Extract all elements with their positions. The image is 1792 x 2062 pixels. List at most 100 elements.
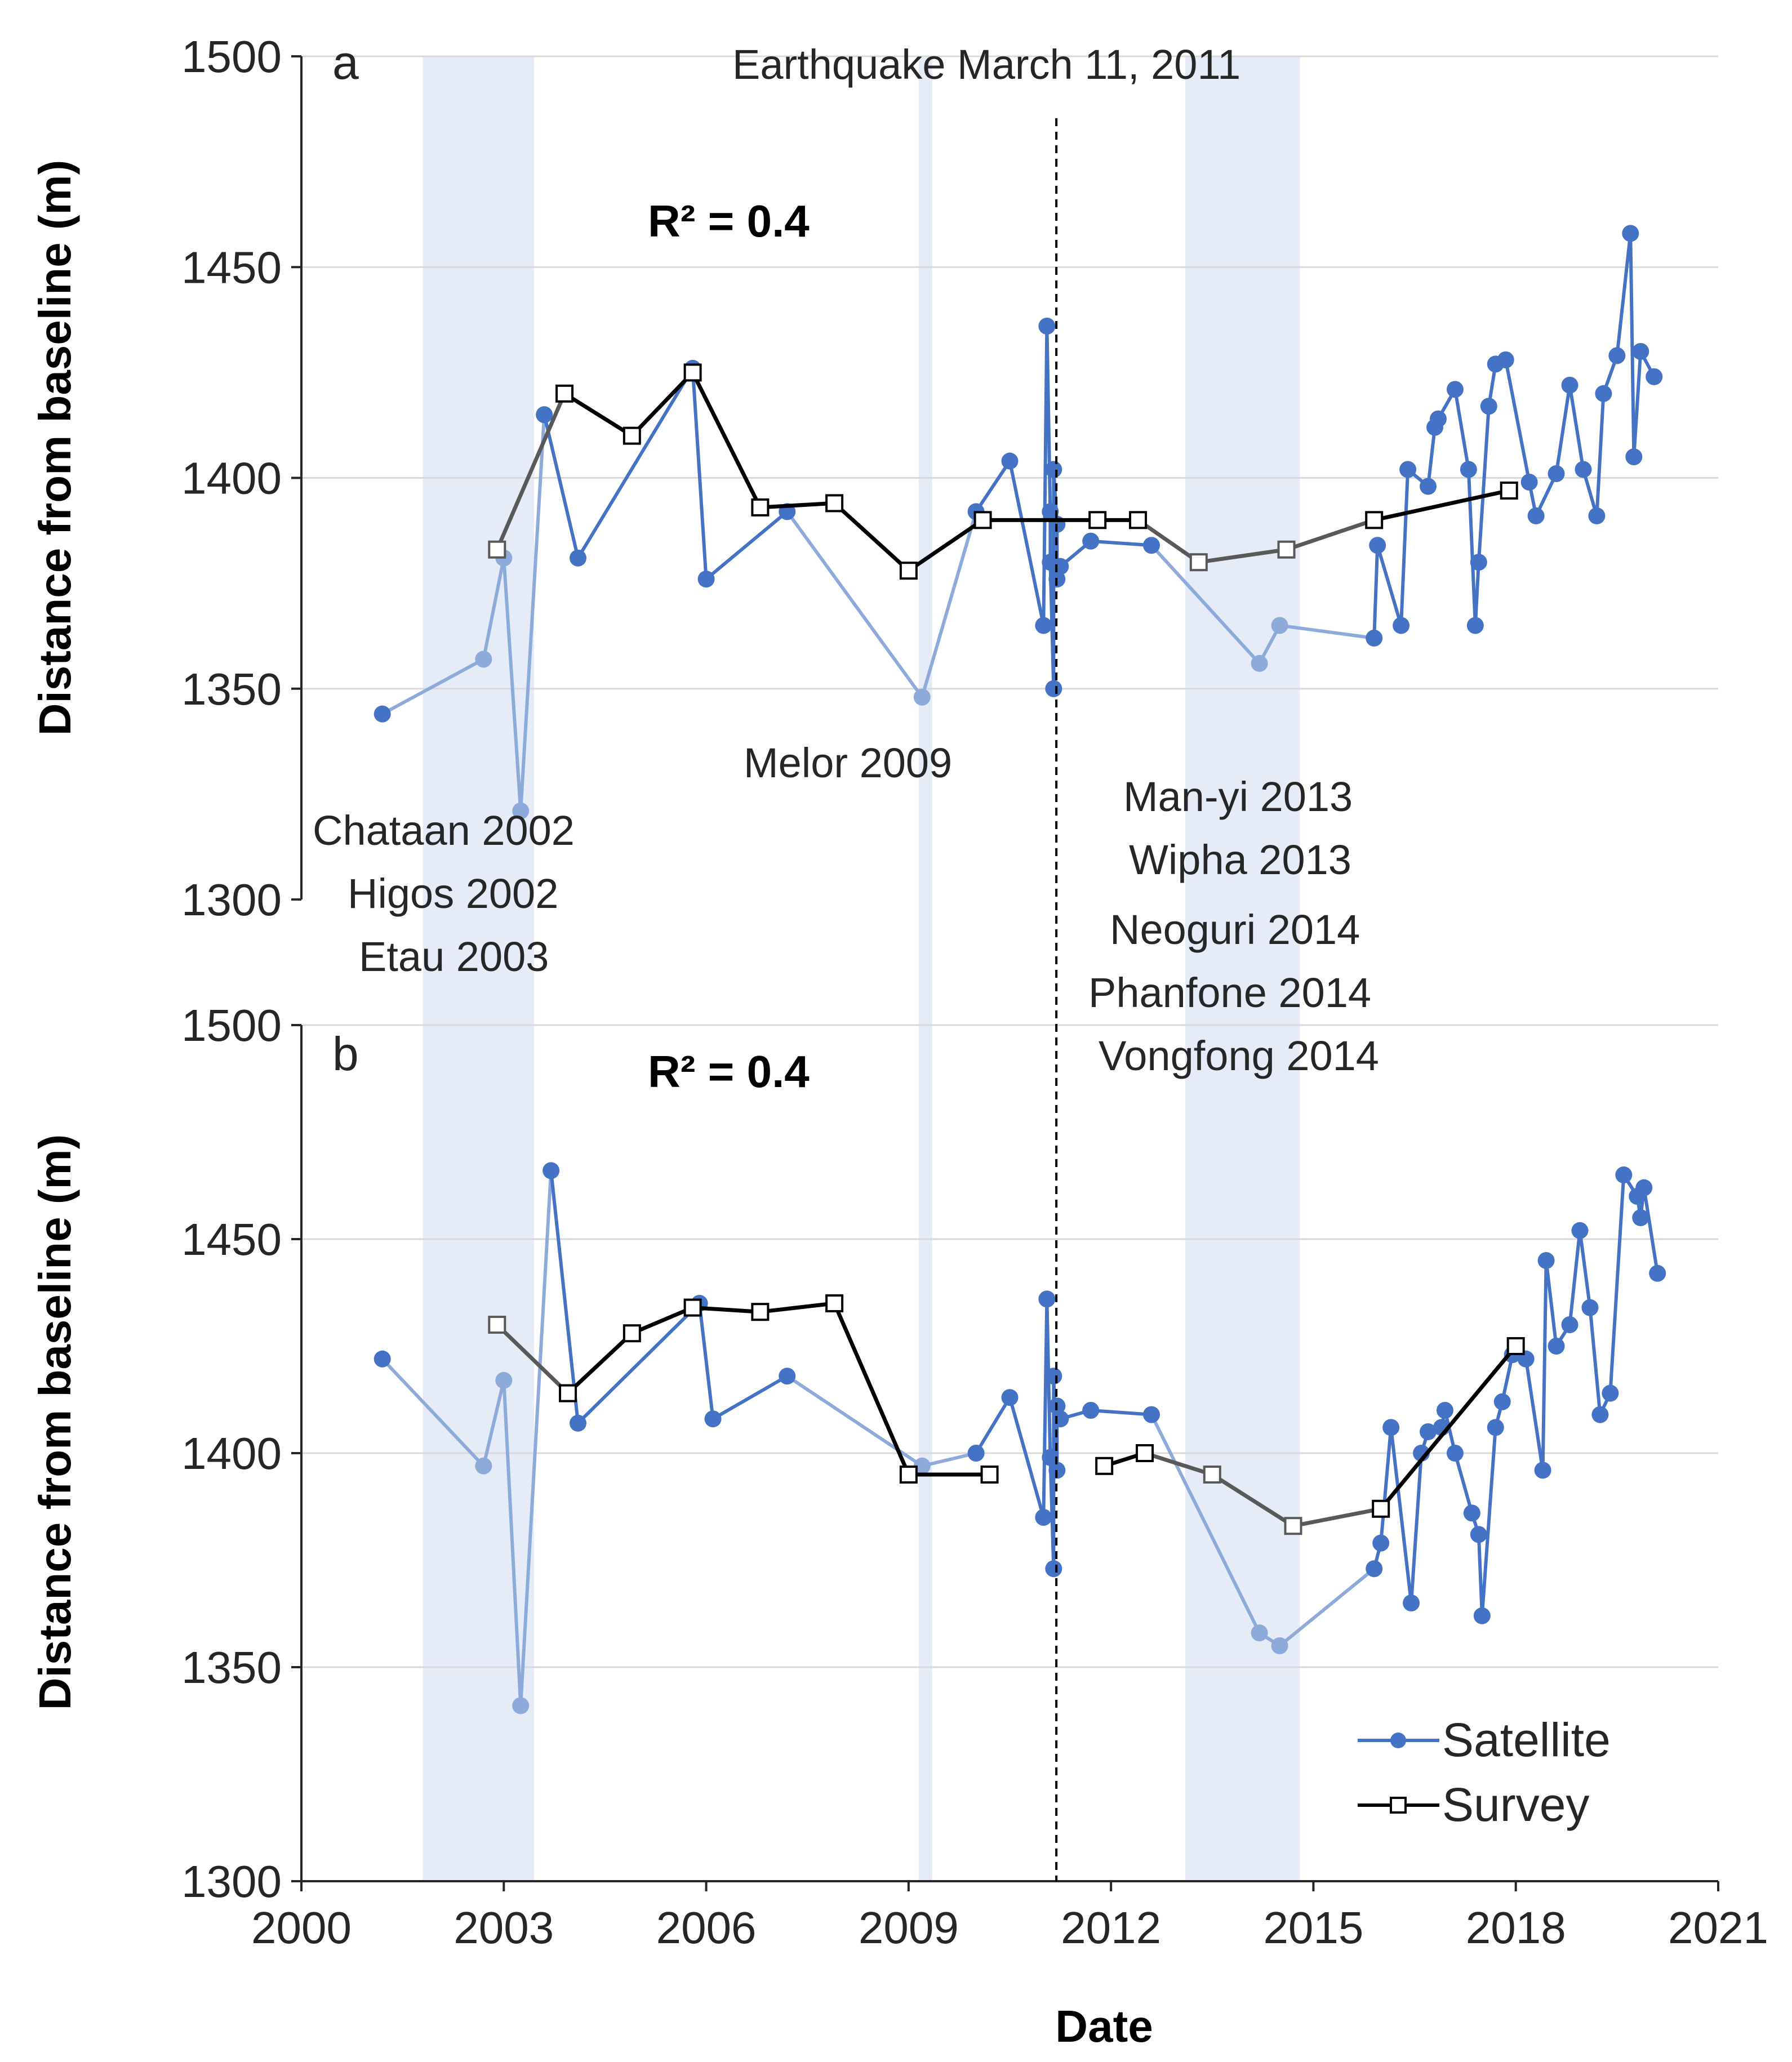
survey-segment — [562, 391, 634, 438]
y-tick-label: 1350 — [181, 1642, 282, 1693]
survey-point — [899, 562, 918, 580]
survey-segment — [630, 1306, 695, 1335]
satellite-point — [1382, 1419, 1400, 1436]
legend-satellite-label: Satellite — [1442, 1713, 1611, 1766]
satellite-point — [570, 549, 587, 567]
satellite-segment — [1409, 1451, 1424, 1605]
y-tick-label: 1400 — [181, 1428, 282, 1478]
survey-segment — [1210, 1472, 1295, 1528]
satellite-segment — [1278, 1567, 1376, 1647]
survey-point — [825, 494, 844, 513]
survey-segment — [1291, 1507, 1383, 1528]
satellite-segment — [482, 556, 506, 661]
satellite-segment — [920, 1451, 978, 1468]
satellite-point — [512, 1697, 530, 1714]
survey-point — [1506, 1337, 1525, 1355]
satellite-point — [913, 1457, 931, 1475]
satellite-point — [1649, 1264, 1666, 1282]
satellite-segment — [1554, 383, 1572, 476]
x-tick-label: 2018 — [1466, 1903, 1566, 1953]
survey-segment — [832, 1301, 911, 1477]
y-tick-label: 1450 — [181, 1214, 282, 1264]
survey-point — [622, 1324, 641, 1343]
axes: 1300 1350 1400 1450 1500 1300 1350 1400 1450 1500… — [181, 32, 1768, 1953]
satellite-point — [495, 1371, 513, 1389]
satellite-segment — [519, 413, 546, 813]
satellite-point — [1625, 448, 1643, 466]
satellite-point — [1369, 537, 1386, 554]
satellite-segment — [549, 1169, 580, 1425]
x-tick-label: 2012 — [1061, 1903, 1161, 1953]
satellite-segment — [1473, 560, 1480, 627]
satellite-point — [779, 1368, 796, 1385]
survey-point — [488, 1316, 506, 1334]
satellite-segment — [1379, 1426, 1393, 1545]
satellite-point — [1473, 1607, 1491, 1624]
satellite-point — [1035, 1509, 1052, 1526]
satellite-segment — [697, 1302, 715, 1421]
satellite-point — [1537, 1252, 1555, 1269]
legend: Satellite Survey — [1358, 1713, 1611, 1831]
x-tick-label: 2003 — [453, 1903, 554, 1953]
survey-point — [683, 363, 702, 382]
satellite-point — [1403, 1595, 1420, 1611]
survey-segment — [495, 391, 567, 552]
survey-point — [555, 384, 574, 403]
satellite-point — [1052, 1410, 1069, 1428]
survey-point — [1136, 1444, 1154, 1462]
satellite-segment — [1399, 467, 1410, 627]
satellite-point — [1635, 1179, 1653, 1196]
survey-point — [973, 511, 992, 529]
satellite-segment — [380, 657, 486, 716]
survey-point — [1129, 511, 1148, 529]
y-tick-label: 1500 — [181, 32, 282, 82]
satellite-point — [967, 1445, 985, 1462]
satellite-segment — [920, 510, 978, 699]
satellite-point — [1632, 1209, 1649, 1226]
satellite-point — [1466, 617, 1484, 634]
survey-segment — [691, 1306, 762, 1314]
satellite-point — [1082, 532, 1100, 550]
survey-point — [1095, 1457, 1114, 1475]
typhoon-label-etau: Etau 2003 — [359, 933, 549, 980]
satellite-point — [1632, 342, 1649, 360]
gridlines — [301, 55, 1718, 1668]
r-squared-b: R² = 0.4 — [648, 1046, 810, 1097]
satellite-point — [1615, 1166, 1633, 1183]
satellite-point — [1038, 1290, 1056, 1308]
satellite-segment — [1480, 1426, 1497, 1618]
satellite-segment — [974, 1396, 1012, 1455]
satellite-point — [1548, 465, 1565, 483]
satellite-segment — [1426, 425, 1437, 488]
survey-segment — [1197, 547, 1289, 564]
satellite-segment — [1578, 1228, 1592, 1310]
panel-a-label: a — [332, 36, 359, 89]
survey-point — [1203, 1466, 1221, 1484]
satellite-point — [1082, 1402, 1100, 1419]
survey-point — [825, 1294, 844, 1312]
satellite-segment — [482, 1378, 506, 1468]
satellite-segment — [1632, 349, 1643, 459]
satellite-segment — [1389, 1426, 1413, 1605]
satellite-point — [1581, 1299, 1599, 1316]
survey-segment — [832, 501, 911, 573]
satellite-point — [1591, 1406, 1609, 1423]
x-axis-title: Date — [1055, 2001, 1153, 2051]
satellite-point — [1372, 1534, 1390, 1552]
satellite-point — [1045, 1560, 1062, 1578]
satellite-point — [1571, 1222, 1589, 1239]
satellite-point — [570, 1414, 587, 1432]
satellite-point — [1251, 1624, 1268, 1642]
satellite-segment — [576, 1302, 701, 1425]
plot-series — [373, 225, 1666, 1714]
survey-segment — [691, 370, 762, 510]
satellite-segment — [1544, 1259, 1558, 1348]
satellite-point — [1393, 617, 1410, 634]
satellite-segment — [1150, 544, 1261, 665]
earthquake-label: Earthquake March 11, 2011 — [732, 41, 1240, 88]
survey-point — [1277, 540, 1296, 559]
satellite-point — [1436, 1402, 1453, 1419]
satellite-point — [1143, 537, 1160, 554]
satellite-point — [1035, 617, 1052, 634]
